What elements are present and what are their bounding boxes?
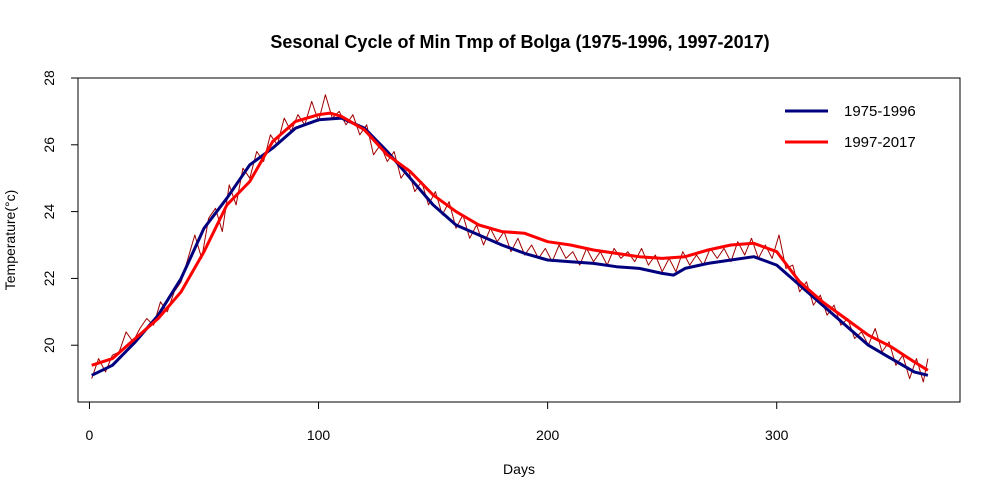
series-line-1975-1996 [91, 116, 929, 377]
x-axis-label: Days [503, 461, 535, 477]
y-tick-label: 22 [41, 270, 57, 286]
legend-label-1997-2017: 1997-2017 [844, 134, 916, 151]
y-tick-label: 26 [41, 137, 57, 153]
series-line-daily [91, 94, 929, 383]
y-axis: 20 22 24 26 28 [41, 70, 79, 353]
y-axis-label: Temperature(°c) [2, 190, 18, 291]
y-tick-label: 28 [41, 70, 57, 86]
series-line-1997-2017 [91, 111, 929, 372]
series-layer [91, 94, 929, 383]
x-tick-label: 300 [765, 427, 789, 443]
chart-title: Sesonal Cycle of Min Tmp of Bolga (1975-… [270, 32, 769, 52]
x-axis: 0 100 200 300 [86, 401, 789, 443]
x-tick-label: 100 [307, 427, 331, 443]
y-tick-label: 24 [41, 204, 57, 220]
legend: 1975-1996 1997-2017 [785, 103, 916, 151]
y-tick-label: 20 [41, 337, 57, 353]
x-tick-label: 200 [536, 427, 560, 443]
x-tick-label: 0 [86, 427, 94, 443]
plot-area [77, 77, 961, 403]
legend-label-1975-1996: 1975-1996 [844, 103, 916, 120]
